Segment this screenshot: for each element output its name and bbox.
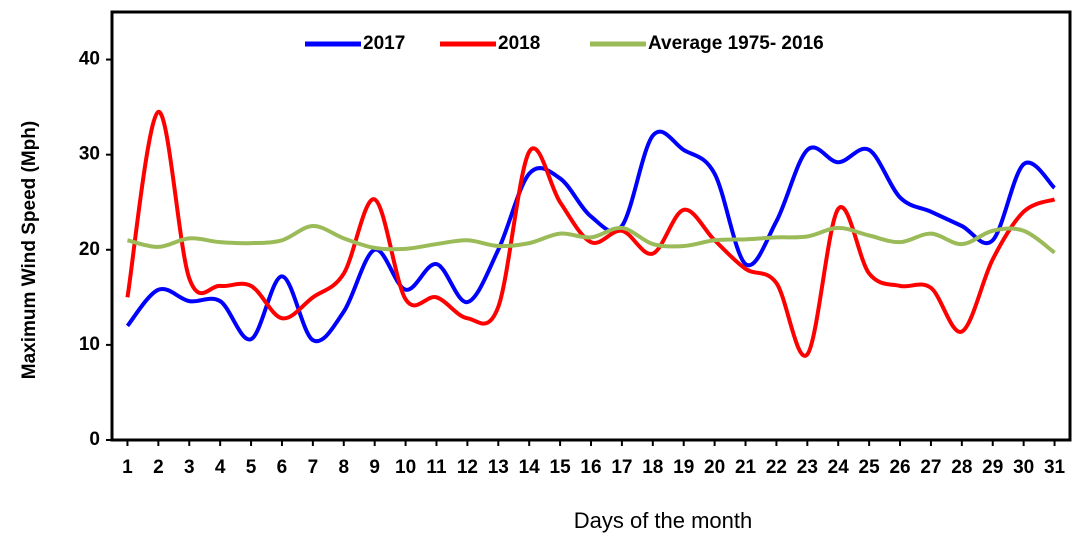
y-tick-label: 20 [79, 239, 100, 260]
x-tick-label: 22 [766, 457, 787, 478]
x-tick-label: 3 [184, 457, 195, 478]
series-line [125, 109, 1056, 358]
series-line [126, 223, 1056, 255]
x-tick-label: 16 [580, 457, 601, 478]
x-tick-label: 8 [338, 457, 349, 478]
series-line [125, 129, 1056, 344]
x-tick-label: 24 [828, 457, 850, 478]
x-tick-label: 11 [426, 457, 447, 478]
y-tick-label: 0 [89, 429, 100, 450]
x-tick-label: 10 [395, 457, 416, 478]
x-tick-label: 20 [704, 457, 725, 478]
x-tick-label: 27 [920, 457, 941, 478]
legend-label: 2018 [498, 33, 540, 54]
legend-label: 2017 [363, 33, 405, 54]
x-tick-label: 21 [735, 457, 757, 478]
x-tick-label: 28 [951, 457, 972, 478]
x-tick-label: 26 [889, 457, 910, 478]
x-tick-label: 14 [519, 457, 541, 478]
x-tick-label: 19 [673, 457, 694, 478]
x-tick-label: 2 [153, 457, 164, 478]
x-tick-label: 9 [369, 457, 380, 478]
x-axis-label: Days of the month [574, 508, 753, 533]
x-tick-label: 18 [642, 457, 663, 478]
x-tick-label: 31 [1044, 457, 1066, 478]
x-tick-label: 6 [277, 457, 288, 478]
y-tick-label: 40 [79, 49, 100, 70]
x-tick-label: 4 [215, 457, 226, 478]
x-tick-label: 13 [488, 457, 509, 478]
x-tick-label: 12 [457, 457, 478, 478]
plot-frame [110, 10, 1072, 442]
x-tick-label: 15 [550, 457, 572, 478]
x-tick-label: 17 [611, 457, 632, 478]
x-tick-label: 7 [308, 457, 319, 478]
legend-label: Average 1975- 2016 [648, 33, 824, 54]
x-tick-label: 29 [982, 457, 1003, 478]
y-tick-label: 30 [79, 144, 100, 165]
y-axis-label: Maximum Wind Speed (Mph) [19, 121, 40, 379]
x-tick-label: 25 [859, 457, 881, 478]
x-tick-label: 1 [122, 457, 133, 478]
y-tick-label: 10 [79, 334, 100, 355]
x-tick-label: 5 [246, 457, 257, 478]
x-tick-label: 23 [797, 457, 818, 478]
x-tick-label: 30 [1013, 457, 1034, 478]
